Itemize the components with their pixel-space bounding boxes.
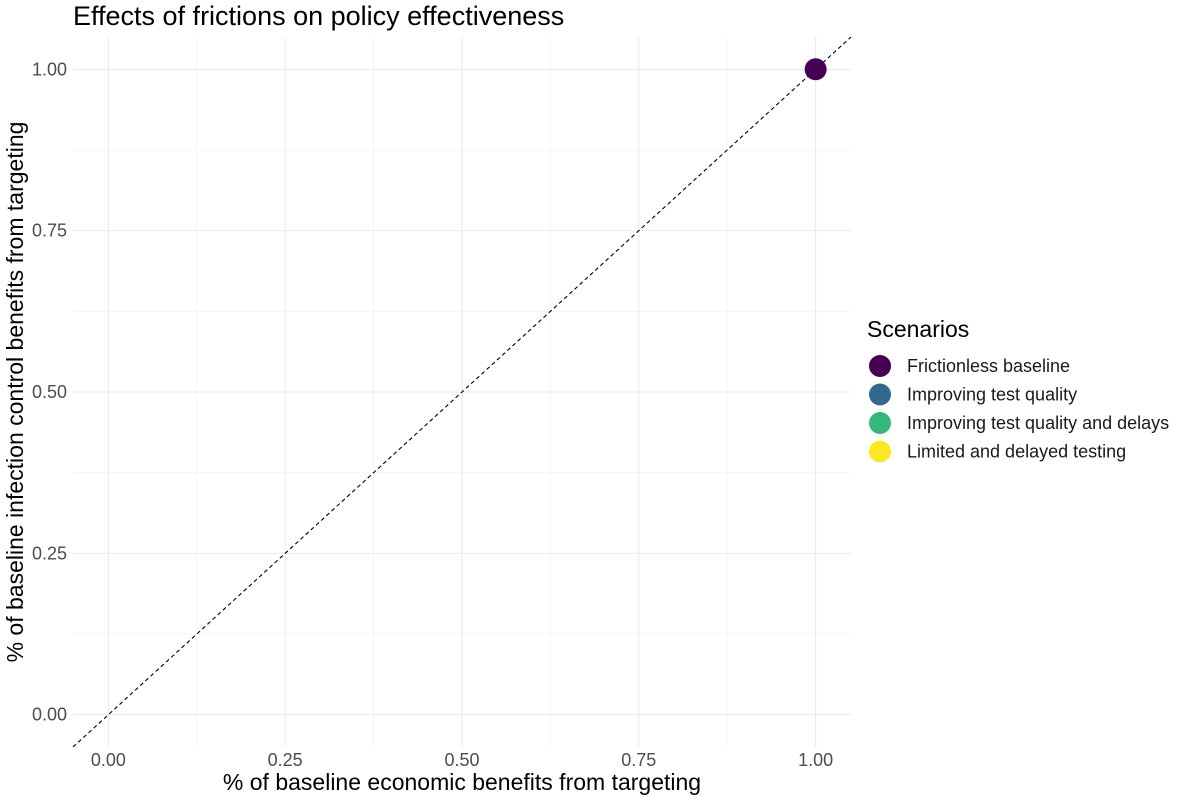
legend-key — [869, 383, 891, 406]
legend-label: Improving test quality — [907, 385, 1077, 405]
legend-key — [869, 440, 891, 463]
y-tick-labels: 0.00 0.25 0.50 0.75 1.00 — [32, 59, 67, 724]
x-tick-label: 1.00 — [798, 750, 833, 770]
legend-label: Frictionless baseline — [907, 356, 1070, 376]
reference-line-group — [72, 36, 852, 748]
y-axis-title: % of baseline infection control benefits… — [2, 122, 28, 663]
legend-key — [869, 412, 891, 434]
legend-label: Improving test quality and delays — [907, 413, 1169, 433]
x-tick-labels: 0.00 0.25 0.50 0.75 1.00 — [91, 750, 833, 770]
x-tick-label: 0.25 — [268, 750, 303, 770]
reference-line — [72, 36, 852, 748]
data-points — [804, 58, 827, 81]
x-axis-title: % of baseline economic benefits from tar… — [223, 769, 701, 795]
data-point — [804, 58, 827, 81]
y-tick-label: 0.00 — [32, 705, 67, 725]
grid — [73, 37, 851, 747]
x-tick-label: 0.75 — [621, 750, 656, 770]
legend-label: Limited and delayed testing — [907, 442, 1126, 462]
y-tick-label: 0.75 — [32, 221, 67, 241]
y-tick-label: 1.00 — [32, 59, 67, 79]
legend-items: Frictionless baseline Improving test qual… — [869, 355, 1169, 463]
legend: Scenarios Frictionless baseline Improving… — [867, 316, 1169, 463]
chart-title: Effects of frictions on policy effective… — [73, 1, 564, 31]
x-tick-label: 0.00 — [91, 750, 126, 770]
y-tick-label: 0.50 — [32, 382, 67, 402]
x-tick-label: 0.50 — [444, 750, 479, 770]
y-tick-label: 0.25 — [32, 543, 67, 563]
legend-key — [869, 355, 891, 377]
legend-title: Scenarios — [867, 316, 969, 342]
